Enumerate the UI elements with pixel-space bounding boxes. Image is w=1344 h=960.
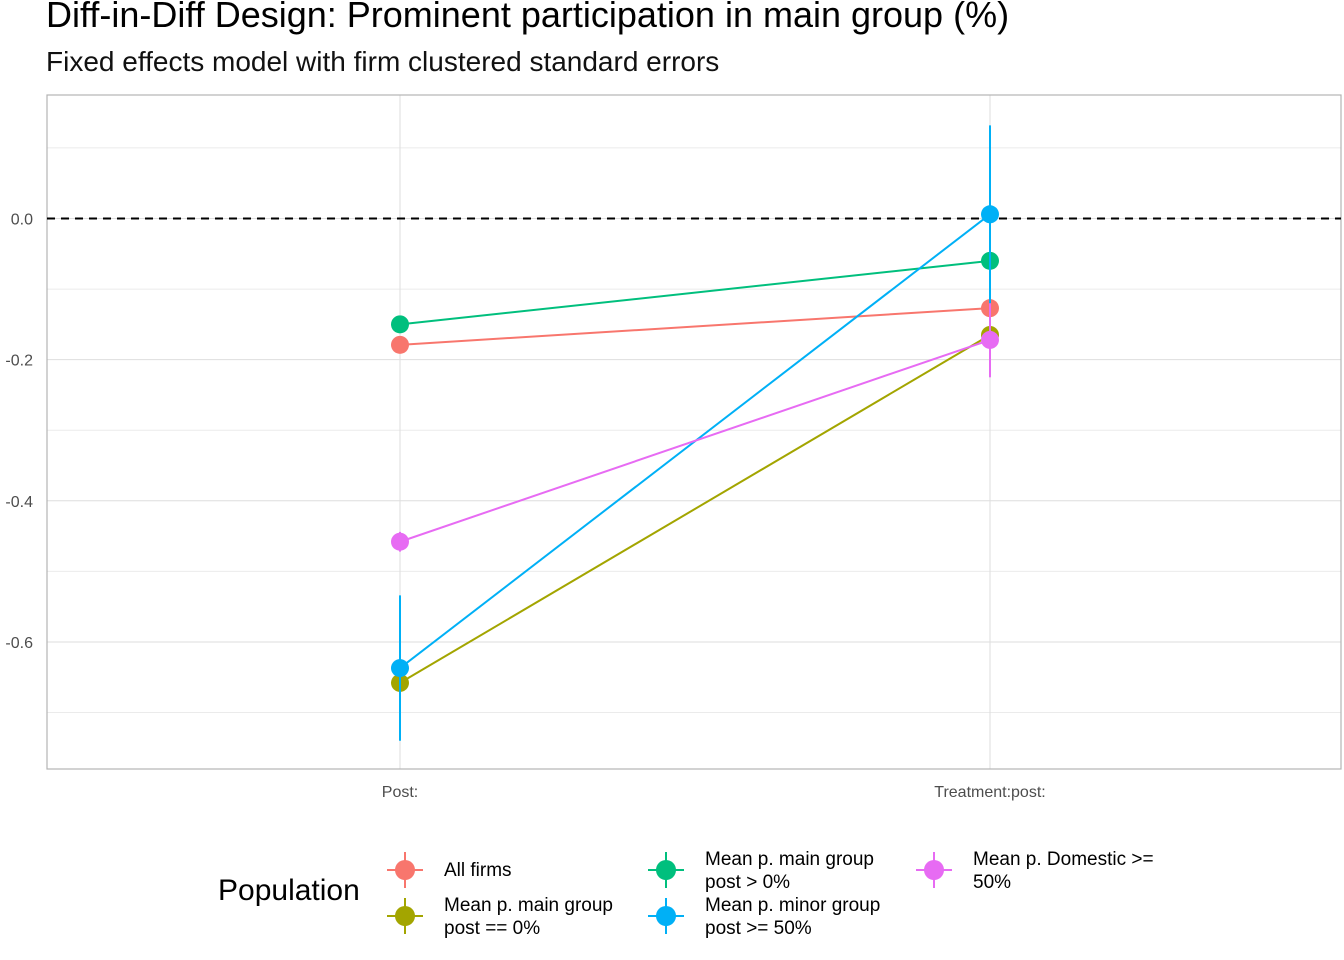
legend-key-mark <box>395 860 415 880</box>
panel-border <box>46 94 1342 770</box>
legend-key-all-firms <box>385 850 425 890</box>
series-line <box>399 259 991 326</box>
legend-label-all-firms: All firms <box>444 860 512 881</box>
y-tick-label: 0.0 <box>11 212 33 229</box>
legend-title: Population <box>218 874 360 907</box>
legend-label-minor-post-50: Mean p. minor group post >= 50% <box>705 895 881 939</box>
legend-key-symbol <box>387 898 423 934</box>
legend-key-symbol <box>916 852 952 888</box>
legend-key-main-post-zero <box>385 896 425 936</box>
data-point <box>981 205 999 224</box>
data-point <box>981 330 999 349</box>
data-point <box>391 335 409 354</box>
series-line <box>399 338 991 543</box>
legend-key-mark <box>924 860 944 880</box>
legend-key-symbol <box>648 852 684 888</box>
x-tick-label: Treatment:post: <box>934 784 1045 801</box>
data-point <box>391 659 409 678</box>
legend-key-mark <box>395 906 415 926</box>
legend-key-main-post-positive <box>646 850 686 890</box>
data-point <box>391 315 409 334</box>
y-tick-label: -0.4 <box>5 494 33 511</box>
legend-label-main-post-zero: Mean p. main group post == 0% <box>444 895 613 939</box>
chart-subtitle: Fixed effects model with firm clustered … <box>46 46 720 77</box>
legend-key-mark <box>656 906 676 926</box>
chart-title: Diff-in-Diff Design: Prominent participa… <box>46 0 1010 35</box>
x-tick-label: Post: <box>382 784 418 801</box>
legend-label-main-post-positive: Mean p. main group post > 0% <box>705 849 874 893</box>
legend-key-symbol <box>387 852 423 888</box>
legend-label-domestic-50: Mean p. Domestic >= 50% <box>973 849 1154 893</box>
series-line <box>399 334 991 684</box>
legend-key-minor-post-50 <box>646 896 686 936</box>
legend-key-domestic-50 <box>914 850 954 890</box>
y-tick-label: -0.6 <box>5 635 33 652</box>
legend-key-mark <box>656 860 676 880</box>
chart-area: 0.0 -0.2 -0.4 -0.6 Post: Treatment:post: <box>5 94 1342 801</box>
series-line <box>399 307 991 346</box>
legend-key-symbol <box>648 898 684 934</box>
data-point <box>391 532 409 551</box>
y-tick-label: -0.2 <box>5 353 33 370</box>
